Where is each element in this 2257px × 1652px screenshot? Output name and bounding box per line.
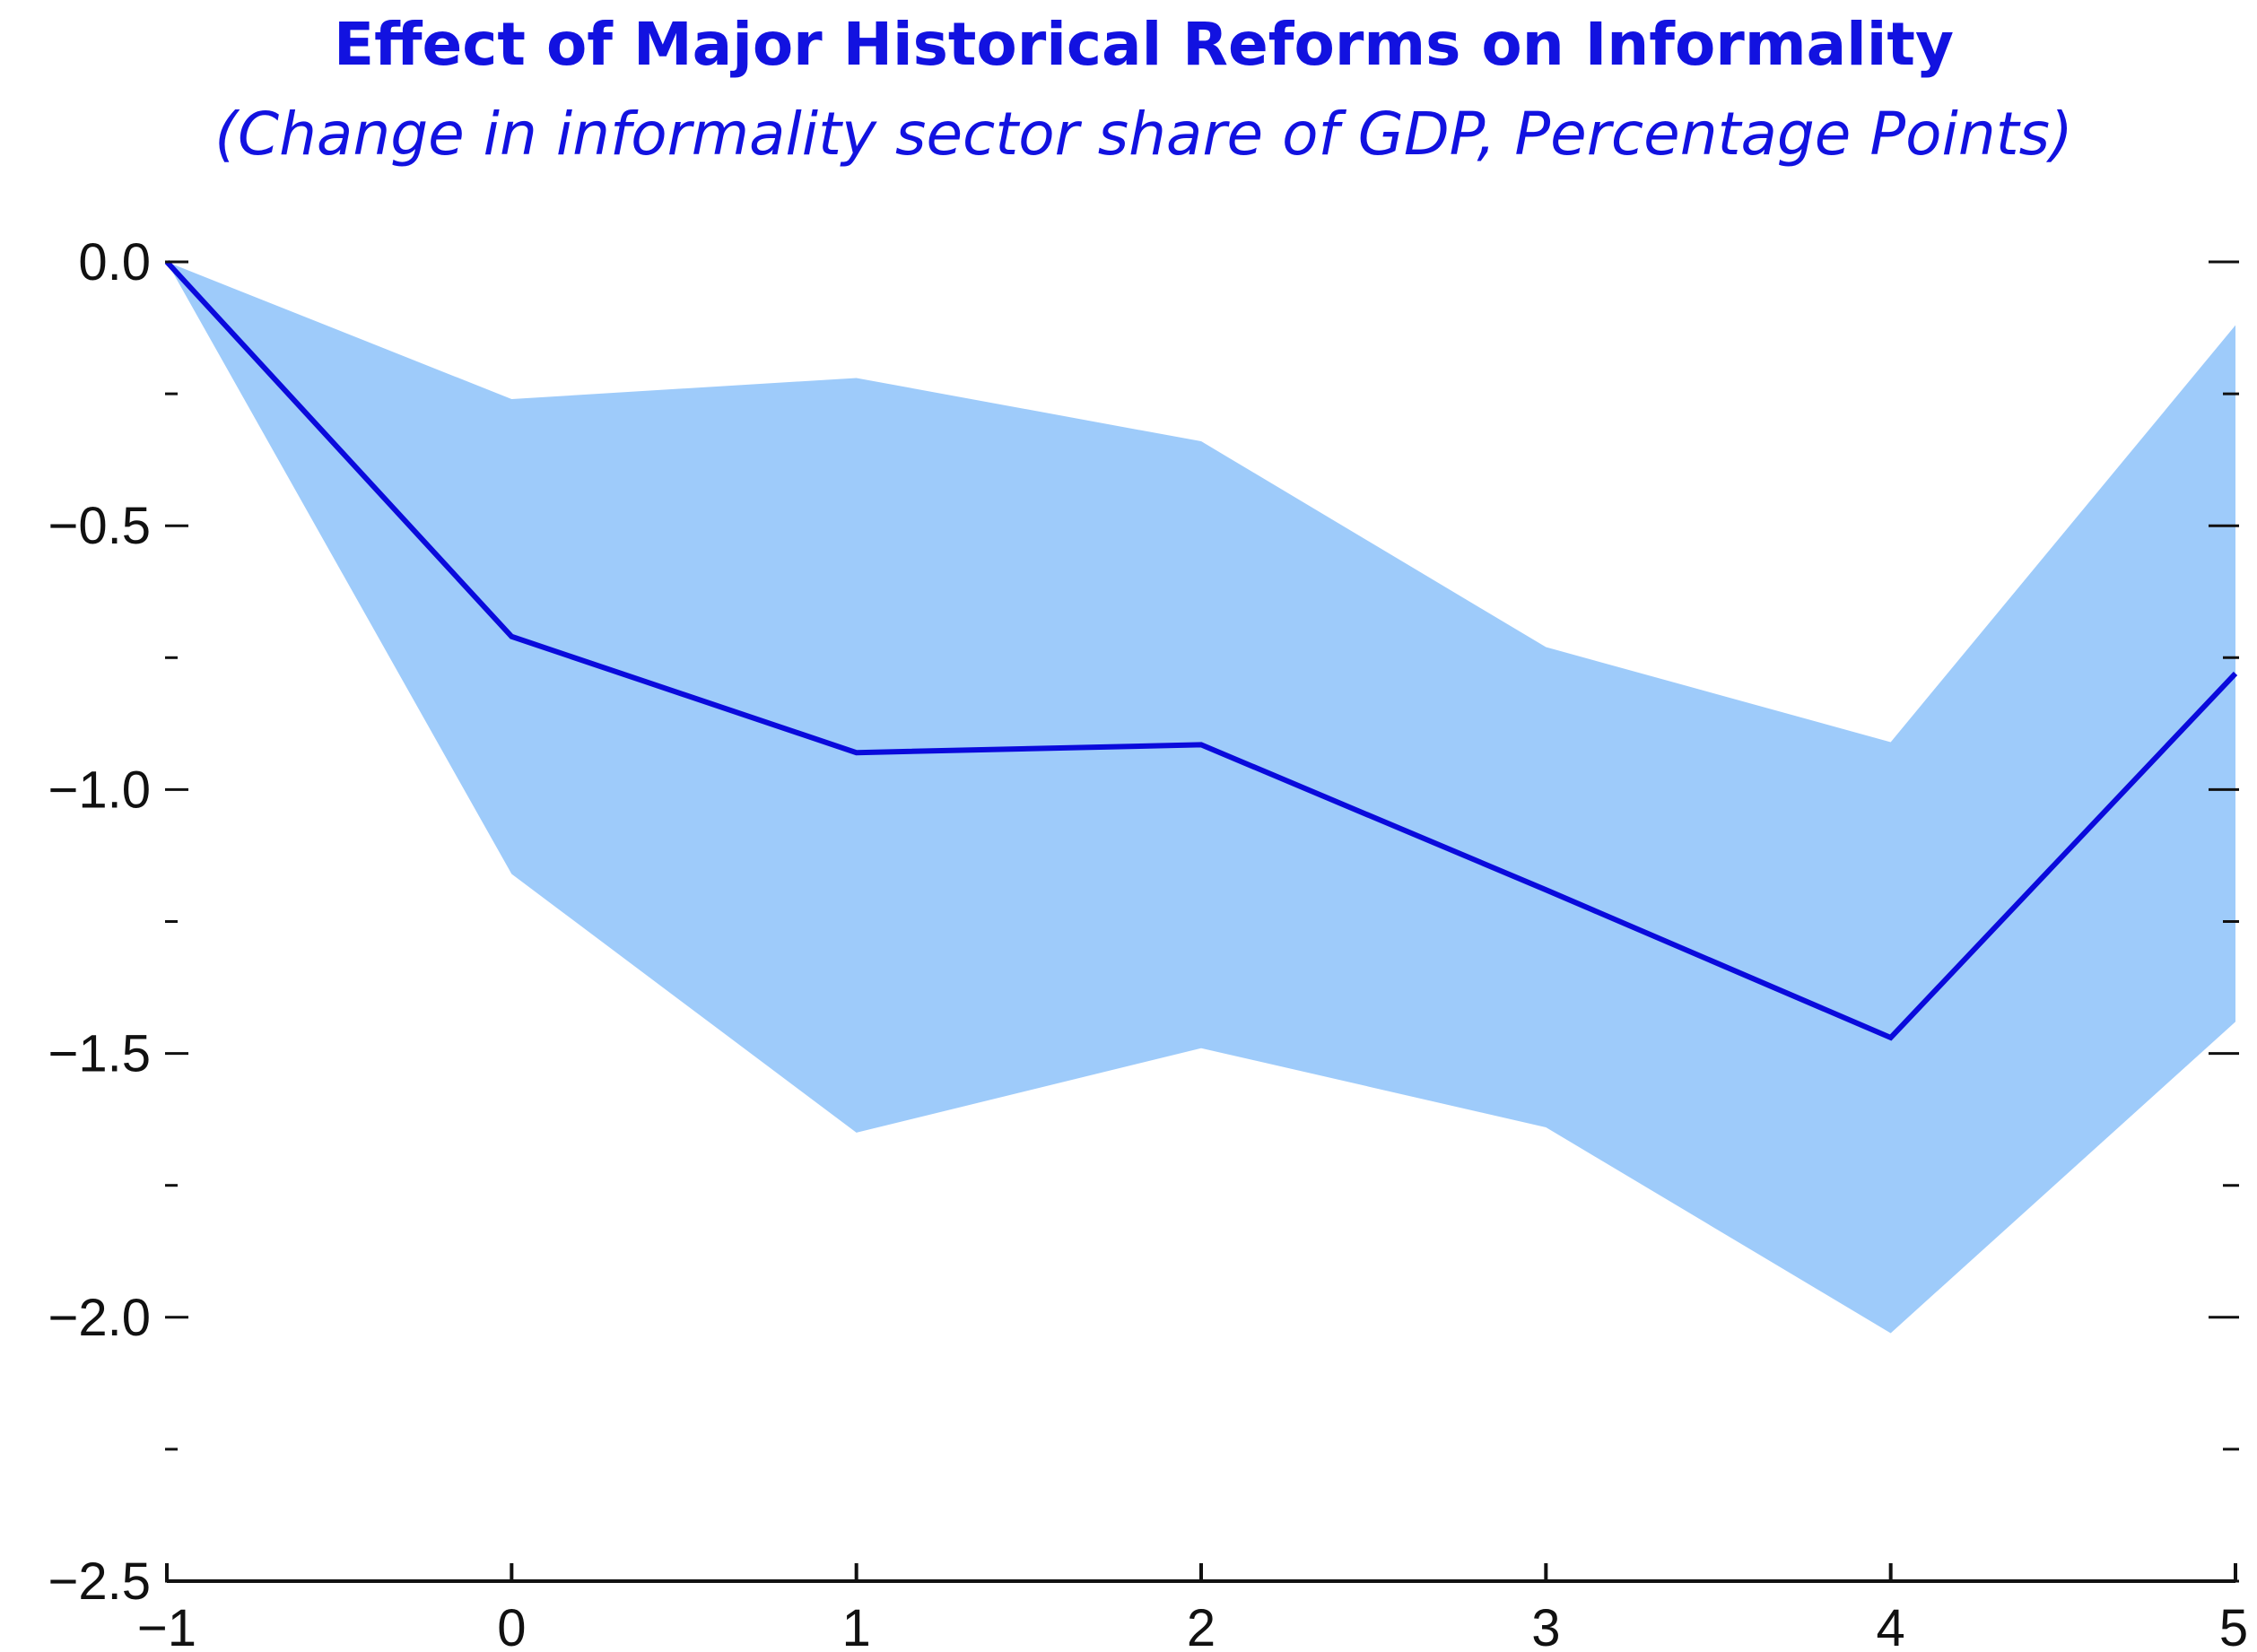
x-tick-label: 0 — [497, 1599, 526, 1652]
y-tick-label: 0.0 — [78, 233, 151, 291]
x-tick-label: −1 — [137, 1599, 196, 1652]
x-tick-label: 1 — [842, 1599, 871, 1652]
x-tick-label: 4 — [1877, 1599, 1905, 1652]
chart-title: Effect of Major Historical Reforms on In… — [334, 10, 1954, 79]
y-tick-label: −0.5 — [48, 497, 152, 555]
y-tick-label: −2.0 — [48, 1289, 152, 1347]
confidence-band — [167, 262, 2235, 1334]
x-tick-label: 2 — [1187, 1599, 1216, 1652]
y-tick-label: −1.5 — [48, 1025, 152, 1083]
y-tick-label: −1.0 — [48, 761, 152, 819]
x-tick-label: 3 — [1531, 1599, 1560, 1652]
y-tick-label: −2.5 — [48, 1552, 152, 1611]
chart-subtitle: (Change in informality sector share of G… — [214, 100, 2073, 169]
line — [164, 259, 2238, 1041]
x-tick-label: 5 — [2219, 1599, 2248, 1652]
